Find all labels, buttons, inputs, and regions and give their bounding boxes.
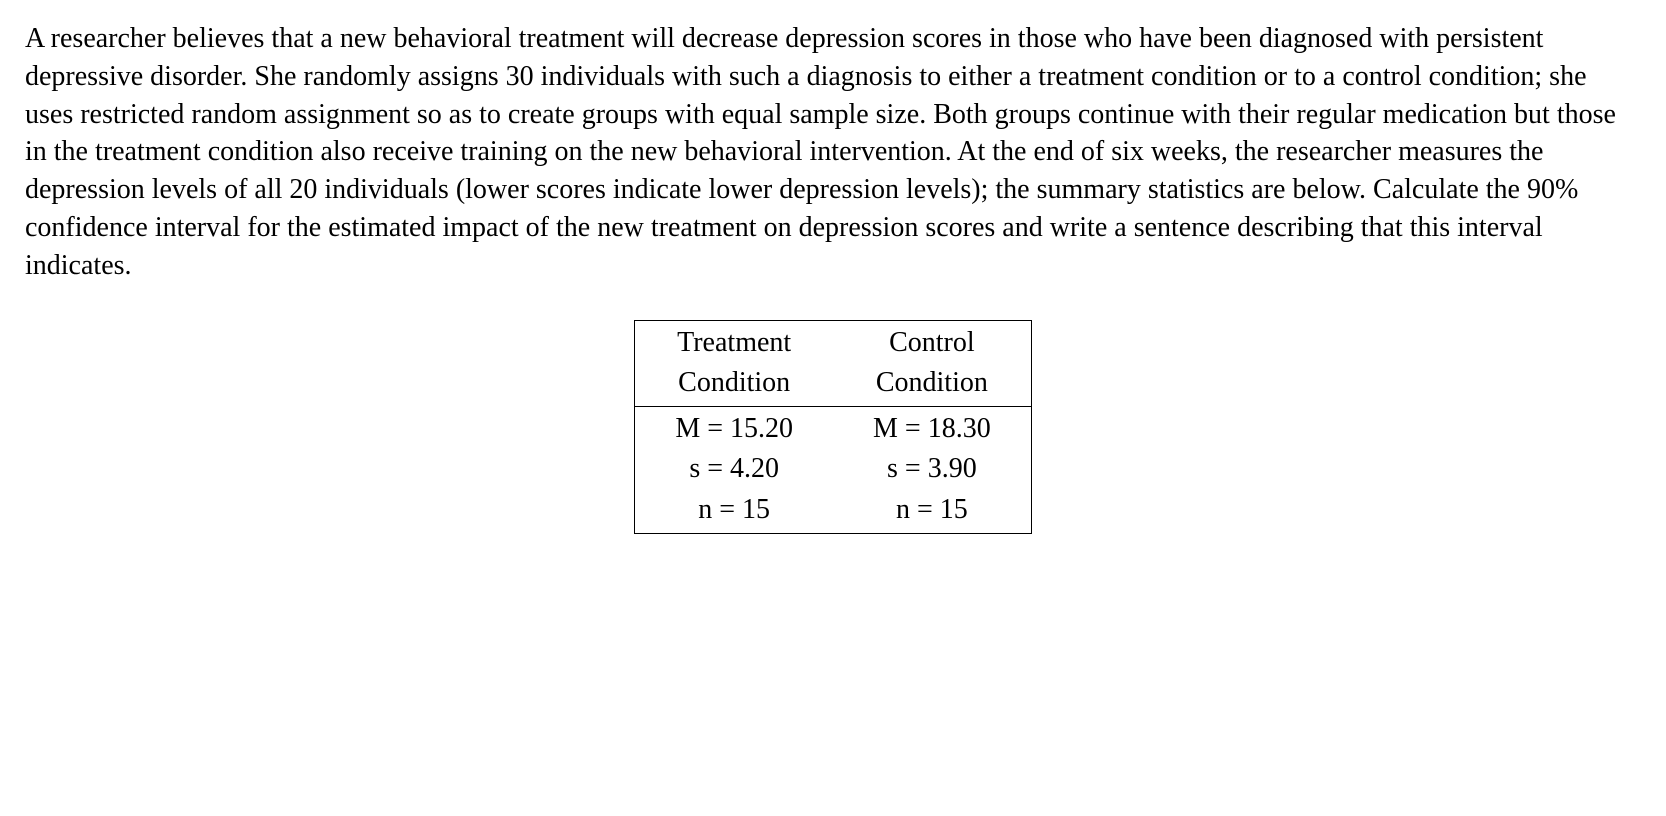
control-header-cell: Control Condition xyxy=(833,320,1031,406)
treatment-header-cell: Treatment Condition xyxy=(635,320,833,406)
treatment-data-cell: M = 15.20 s = 4.20 n = 15 xyxy=(635,406,833,533)
summary-table-wrapper: Treatment Condition Control Condition M … xyxy=(25,320,1641,534)
control-n: n = 15 xyxy=(896,494,968,525)
table-header-row: Treatment Condition Control Condition xyxy=(635,320,1031,406)
table-data-row: M = 15.20 s = 4.20 n = 15 M = 18.30 s = … xyxy=(635,406,1031,533)
treatment-n: n = 15 xyxy=(698,494,770,525)
control-sd: s = 3.90 xyxy=(887,453,977,484)
control-mean: M = 18.30 xyxy=(873,413,991,444)
control-data-cell: M = 18.30 s = 3.90 n = 15 xyxy=(833,406,1031,533)
summary-statistics-table: Treatment Condition Control Condition M … xyxy=(634,320,1031,534)
problem-paragraph: A researcher believes that a new behavio… xyxy=(25,20,1641,285)
treatment-header-line1: Treatment xyxy=(677,327,791,358)
treatment-sd: s = 4.20 xyxy=(689,453,779,484)
treatment-header-line2: Condition xyxy=(678,367,790,398)
treatment-mean: M = 15.20 xyxy=(675,413,793,444)
control-header-line2: Condition xyxy=(876,367,988,398)
control-header-line1: Control xyxy=(889,327,975,358)
